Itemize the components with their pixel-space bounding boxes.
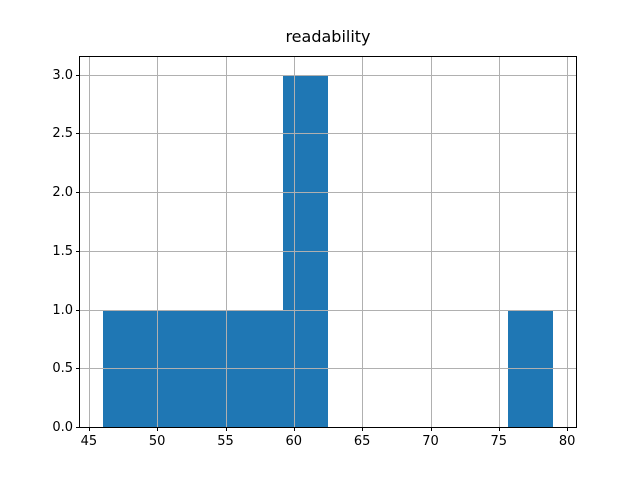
x-tick-label: 55 (217, 434, 234, 449)
y-tick-label: 1.5 (52, 243, 73, 259)
gridline (567, 57, 569, 427)
y-tick-mark (76, 133, 80, 135)
x-tick-mark (430, 427, 432, 431)
histogram-bar (102, 309, 148, 427)
gridline (225, 57, 227, 427)
x-tick-mark (88, 427, 90, 431)
gridline (293, 57, 295, 427)
histogram-bar (147, 309, 193, 427)
gridline (362, 57, 364, 427)
gridline (80, 133, 576, 135)
y-tick-label: 3.0 (52, 67, 73, 83)
gridline (88, 57, 90, 427)
y-tick-mark (76, 74, 80, 76)
gridline (80, 368, 576, 370)
y-tick-label: 0.0 (52, 420, 73, 435)
x-tick-mark (362, 427, 364, 431)
y-tick-mark (76, 427, 80, 428)
y-tick-mark (76, 192, 80, 194)
x-tick-label: 65 (353, 434, 371, 449)
x-tick-label: 60 (285, 434, 303, 449)
y-tick-label: 2.5 (52, 126, 73, 142)
y-tick-label: 0.5 (52, 361, 73, 377)
histogram-bar (237, 309, 283, 427)
x-tick-mark (498, 427, 500, 431)
histogram-bar (192, 309, 238, 427)
x-tick-mark (157, 427, 159, 431)
chart-title: readability (285, 27, 371, 46)
y-tick-mark (76, 368, 80, 370)
x-tick-mark (225, 427, 227, 431)
x-tick-mark (567, 427, 569, 431)
gridline (80, 309, 576, 311)
gridline (157, 57, 159, 427)
x-tick-label: 45 (80, 434, 98, 449)
gridline (430, 57, 432, 427)
x-tick-label: 50 (148, 434, 166, 449)
gridline (80, 192, 576, 194)
plot-area (79, 56, 577, 428)
gridline (80, 74, 576, 76)
gridline (80, 250, 576, 252)
y-tick-mark (76, 309, 80, 311)
x-tick-mark (293, 427, 295, 431)
histogram-bar (508, 309, 554, 427)
x-tick-label: 80 (558, 434, 576, 449)
gridline (498, 57, 500, 427)
y-tick-label: 2.0 (52, 185, 73, 201)
gridline (80, 427, 576, 428)
y-tick-mark (76, 250, 80, 252)
x-tick-label: 70 (422, 434, 439, 449)
y-tick-label: 1.0 (52, 302, 73, 318)
x-tick-label: 75 (490, 434, 508, 449)
